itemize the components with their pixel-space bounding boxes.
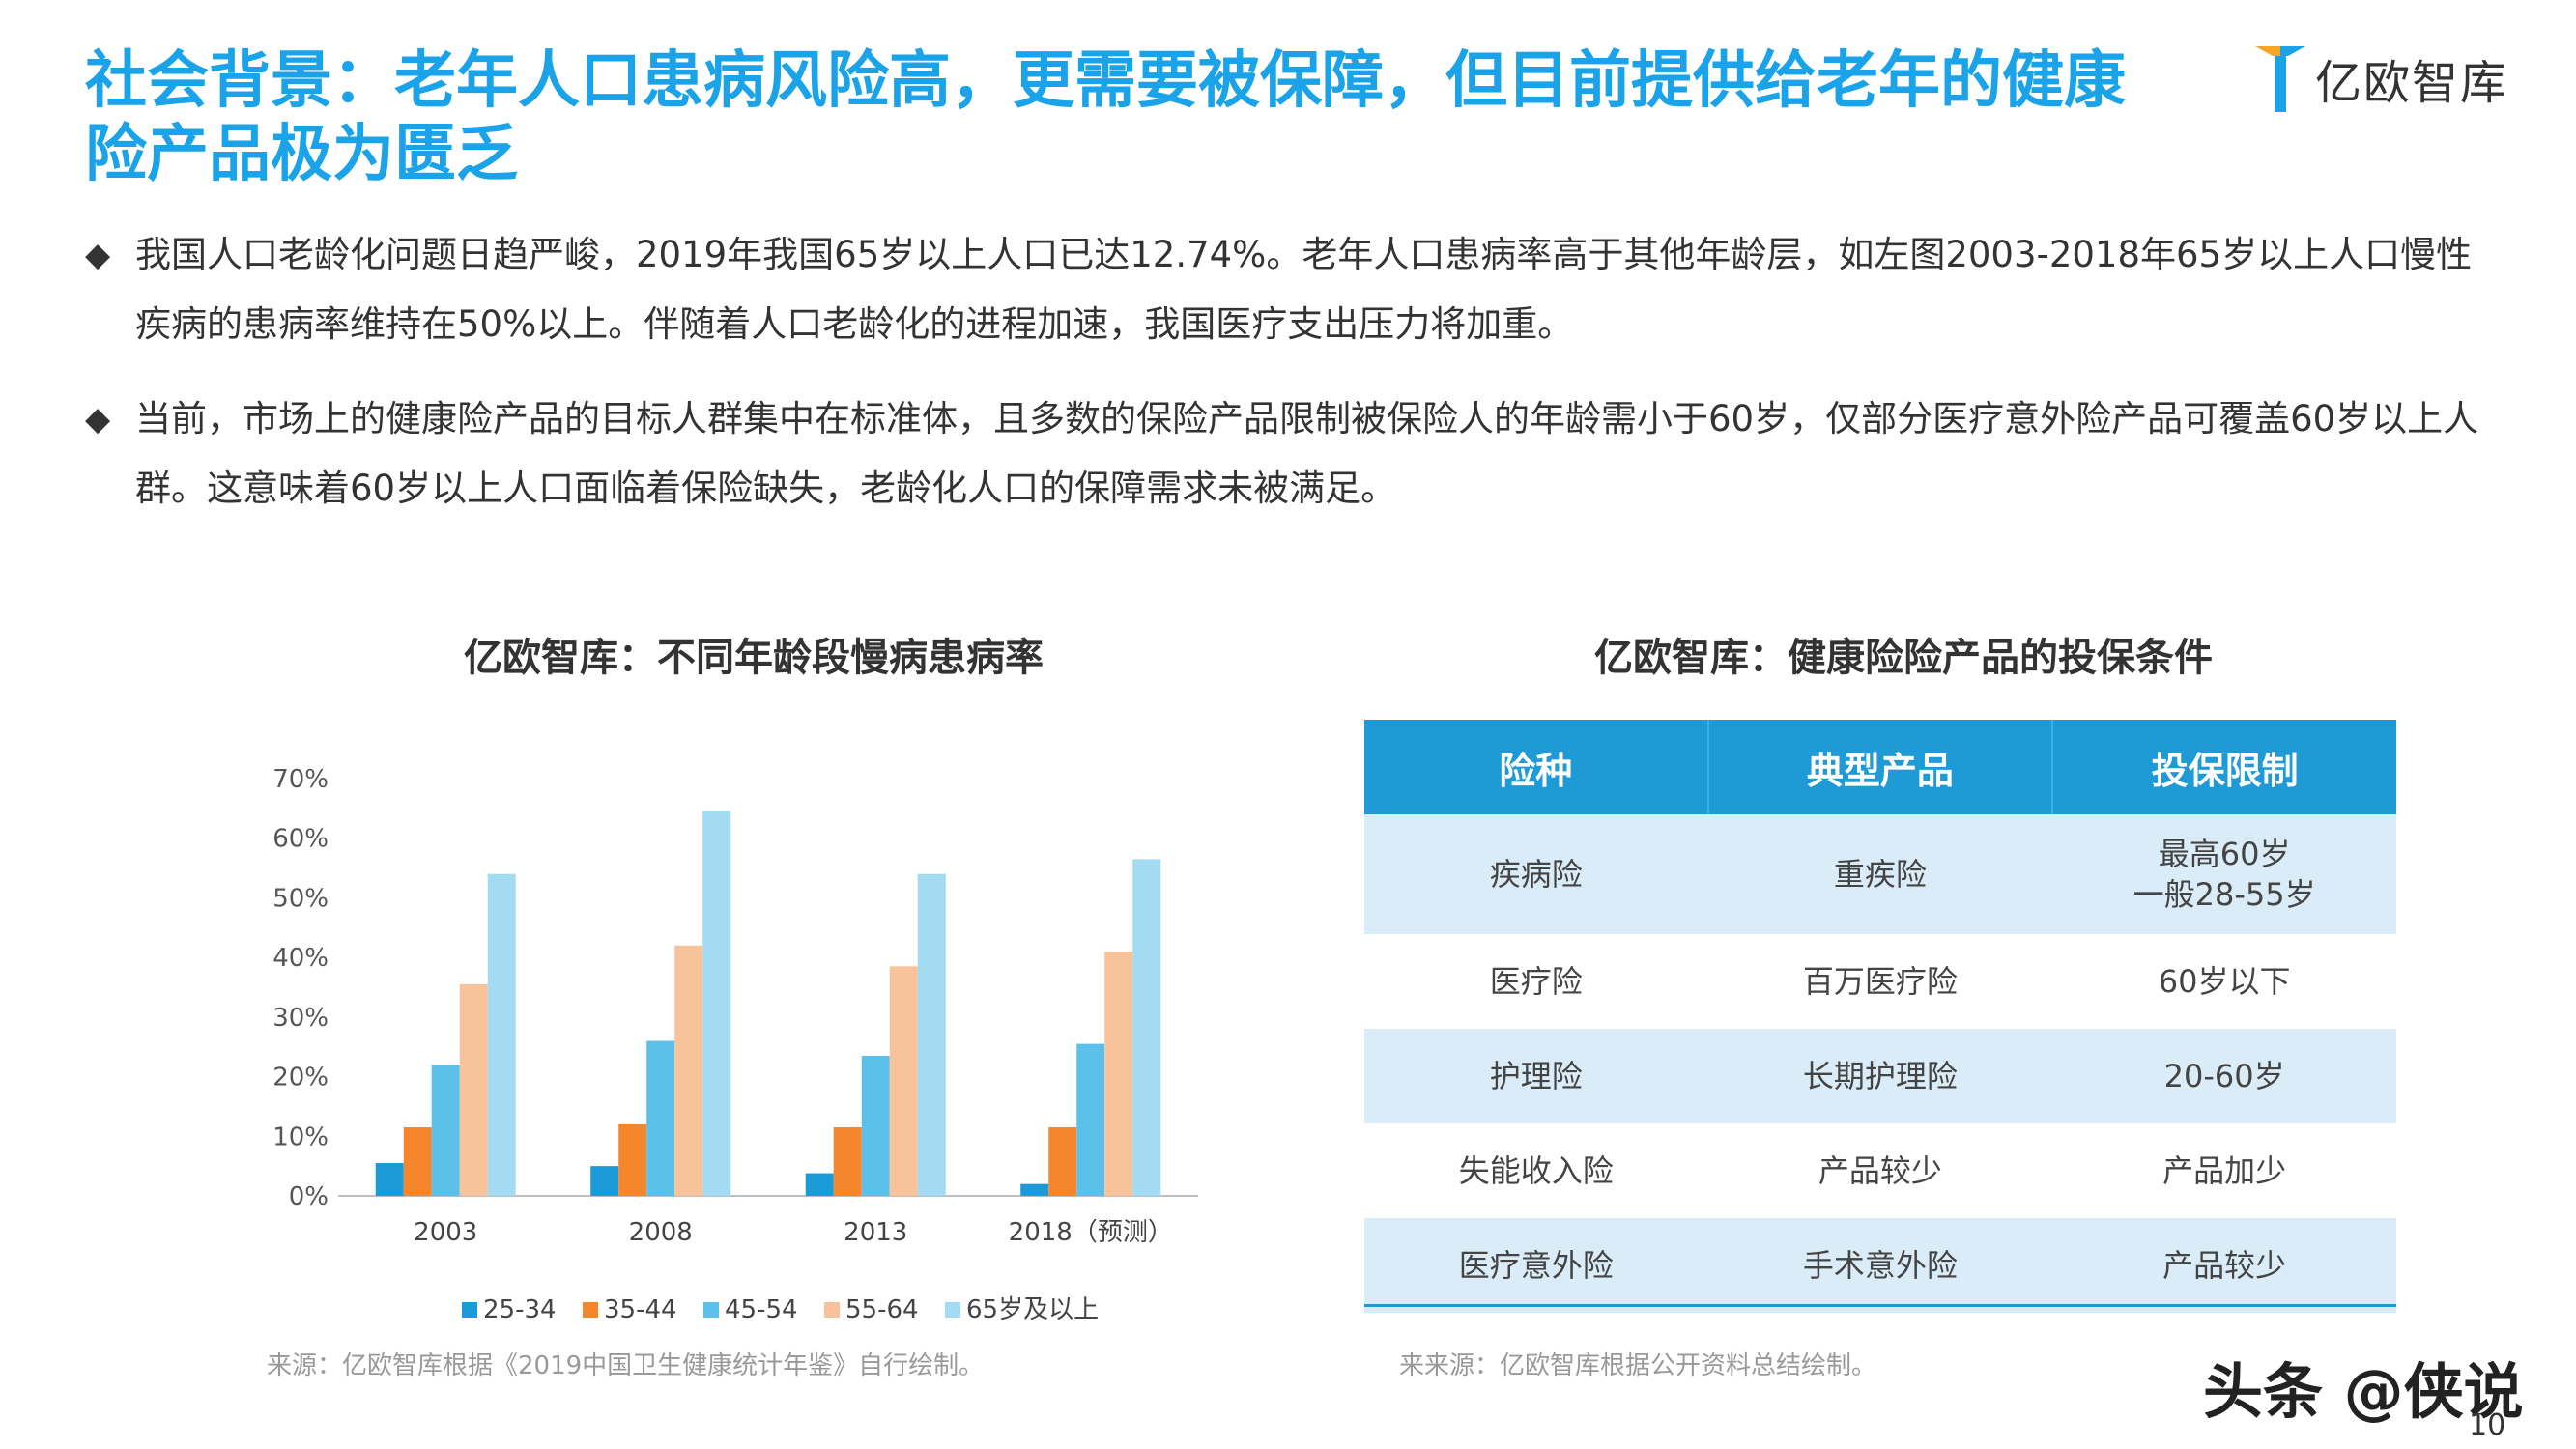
table-header: 投保限制 — [2052, 720, 2396, 814]
legend-swatch — [583, 1302, 598, 1318]
table-row: 失能收入险 产品较少 产品加少 — [1364, 1123, 2396, 1218]
bar — [646, 1040, 675, 1196]
bar — [618, 1123, 647, 1196]
table-source: 来来源：亿欧智库根据公开资料总结绘制。 — [1399, 1351, 1877, 1380]
page-number: 10 — [2469, 1408, 2506, 1442]
bar — [889, 966, 918, 1196]
table-cell: 百万医疗险 — [1707, 934, 2053, 1029]
diamond-bullet-icon: ◆ — [85, 236, 111, 274]
table-cell: 医疗意外险 — [1364, 1218, 1708, 1313]
y-tick-label: 20% — [272, 1064, 329, 1093]
table-cell: 产品较少 — [1707, 1123, 2053, 1218]
legend-swatch — [703, 1302, 719, 1318]
table-cell: 手术意外险 — [1707, 1218, 2053, 1313]
watermark: 头条 @侠说 — [2203, 1356, 2524, 1427]
bar — [674, 945, 703, 1196]
y-tick-label: 30% — [272, 1004, 329, 1033]
table-cell: 产品较少 — [2052, 1218, 2396, 1313]
table-row: 医疗险 百万医疗险 60岁以下 — [1364, 934, 2396, 1029]
table-bottom-rule — [1364, 1304, 2396, 1307]
table-cell: 疾病险 — [1364, 814, 1708, 934]
y-tick-label: 40% — [272, 944, 329, 973]
legend-swatch — [462, 1302, 477, 1318]
y-tick-label: 70% — [272, 765, 329, 794]
bar — [431, 1065, 460, 1196]
x-tick-label: 2018（预测） — [1009, 1218, 1173, 1247]
x-tick-label: 2013 — [844, 1218, 907, 1247]
table-title: 亿欧智库：健康险险产品的投保条件 — [1594, 636, 2213, 680]
bar — [833, 1127, 862, 1196]
table-cell: 产品加少 — [2052, 1123, 2396, 1218]
diamond-bullet-icon: ◆ — [85, 400, 111, 439]
page-title: 社会背景：老年人口患病风险高，更需要被保障，但目前提供给老年的健康险产品极为匮乏 — [85, 45, 2126, 190]
table-header: 典型产品 — [1707, 720, 2054, 814]
chart-source: 来源：亿欧智库根据《2019中国卫生健康统计年鉴》自行绘制。 — [267, 1351, 985, 1380]
table-header-row: 险种 典型产品 投保限制 — [1364, 720, 2396, 814]
bar — [1020, 1183, 1049, 1196]
logo-text: 亿欧智库 — [2315, 56, 2509, 110]
y-tick-label: 0% — [289, 1182, 329, 1211]
table-cell: 长期护理险 — [1707, 1029, 2053, 1123]
bar — [1104, 951, 1133, 1196]
table-row: 护理险 长期护理险 20-60岁 — [1364, 1029, 2396, 1123]
legend-label: 35-44 — [604, 1295, 677, 1324]
bar — [590, 1166, 619, 1196]
chart-title: 亿欧智库：不同年龄段慢病患病率 — [464, 636, 1044, 680]
table-header: 险种 — [1364, 720, 1709, 814]
table-cell: 重疾险 — [1707, 814, 2053, 934]
bar — [702, 810, 731, 1196]
bar — [459, 983, 488, 1196]
table-cell: 护理险 — [1364, 1029, 1708, 1123]
table-row: 医疗意外险 手术意外险 产品较少 — [1364, 1218, 2396, 1313]
bar — [1076, 1043, 1105, 1196]
legend-label: 25-34 — [483, 1295, 557, 1324]
table-row: 疾病险 重疾险 最高60岁 一般28-55岁 — [1364, 814, 2396, 934]
brand-logo: 亿欧智库 — [2251, 39, 2541, 116]
bar — [1048, 1127, 1077, 1196]
legend-swatch — [824, 1302, 840, 1318]
x-tick-label: 2008 — [629, 1218, 693, 1247]
bar — [805, 1173, 834, 1196]
legend-label: 55-64 — [845, 1295, 919, 1324]
insurance-table: 险种 典型产品 投保限制 疾病险 重疾险 最高60岁 一般28-55岁 医疗险 … — [1364, 720, 2396, 1313]
bar — [375, 1163, 404, 1196]
y-tick-label: 10% — [272, 1122, 329, 1151]
bar — [403, 1127, 432, 1196]
table-cell: 60岁以下 — [2052, 934, 2396, 1029]
bullet-item: ◆ 当前，市场上的健康险产品的目标人群集中在标准体，且多数的保险产品限制被保险人… — [85, 384, 2501, 524]
bullet-list: ◆ 我国人口老龄化问题日趋严峻，2019年我国65岁以上人口已达12.74%。老… — [85, 220, 2501, 549]
bar — [487, 873, 516, 1196]
y-tick-label: 60% — [272, 825, 329, 854]
bar — [861, 1055, 890, 1196]
bar-chart: 0% 10% 20% 30% 40% 50% 60% 70% 2003 2008 2013 2018（… — [272, 765, 1198, 1324]
bar — [1132, 859, 1161, 1196]
legend-label: 45-54 — [725, 1295, 798, 1324]
table-cell: 最高60岁 一般28-55岁 — [2052, 814, 2396, 934]
table-cell: 医疗险 — [1364, 934, 1708, 1029]
bullet-text: 我国人口老龄化问题日趋严峻，2019年我国65岁以上人口已达12.74%。老年人… — [135, 234, 2473, 345]
x-tick-label: 2003 — [414, 1218, 477, 1247]
table-cell: 20-60岁 — [2052, 1029, 2396, 1123]
yiou-logo-icon — [2255, 46, 2305, 112]
bar — [917, 873, 946, 1196]
legend-swatch — [945, 1302, 960, 1318]
table-cell: 失能收入险 — [1364, 1123, 1708, 1218]
bullet-item: ◆ 我国人口老龄化问题日趋严峻，2019年我国65岁以上人口已达12.74%。老… — [85, 220, 2501, 359]
y-tick-label: 50% — [272, 884, 329, 913]
bullet-text: 当前，市场上的健康险产品的目标人群集中在标准体，且多数的保险产品限制被保险人的年… — [135, 398, 2479, 509]
legend-label: 65岁及以上 — [966, 1295, 1099, 1324]
